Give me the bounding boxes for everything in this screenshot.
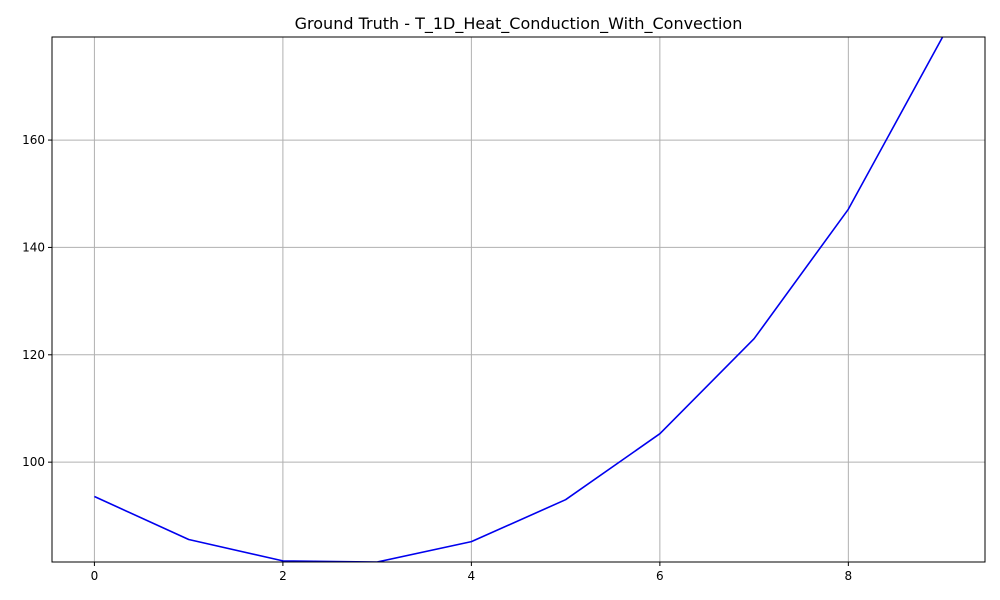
plot-area-frame — [51, 36, 986, 563]
series-layer — [94, 37, 944, 562]
x-tick-label: 8 — [845, 569, 853, 583]
x-tick-label: 2 — [279, 569, 287, 583]
x-tick-label: 0 — [91, 569, 99, 583]
y-tick-label: 120 — [22, 348, 45, 362]
grid — [52, 37, 985, 562]
x-tick-label: 4 — [468, 569, 476, 583]
chart-title: Ground Truth - T_1D_Heat_Conduction_With… — [295, 14, 743, 34]
x-tick-label: 6 — [656, 569, 664, 583]
series-line — [94, 37, 944, 562]
y-tick-label: 140 — [22, 240, 45, 254]
x-axis: 0 2 4 6 8 — [91, 562, 853, 583]
y-tick-label: 100 — [22, 455, 45, 469]
y-axis: 100 120 140 160 — [22, 133, 52, 469]
y-tick-label: 160 — [22, 133, 45, 147]
